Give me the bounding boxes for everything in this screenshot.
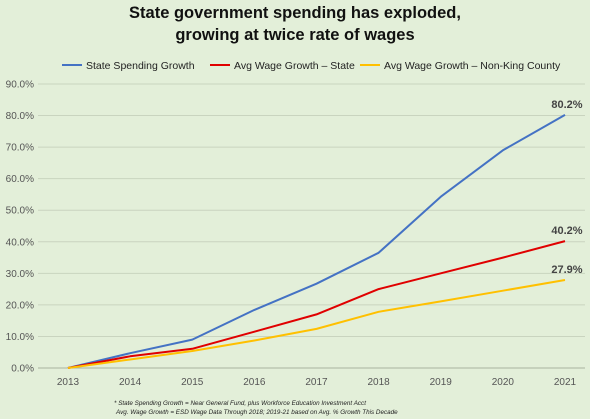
x-tick-label: 2018 (368, 377, 391, 388)
x-tick-label: 2013 (57, 377, 80, 388)
footnote-line-2: Avg. Wage Growth = ESD Wage Data Through… (115, 409, 398, 416)
x-tick-label: 2014 (119, 377, 142, 388)
x-tick-label: 2017 (305, 377, 328, 388)
plot-area: 80.2% 40.2% 27.9% (67, 99, 583, 369)
legend-item-label: State Spending Growth (86, 60, 195, 72)
x-axis: 2013 2014 2015 2016 2017 2018 2019 2020 2021 (57, 377, 577, 388)
y-tick-label: 90.0% (6, 80, 34, 91)
footnote-line-1: * State Spending Growth = Near General F… (114, 400, 366, 407)
x-tick-label: 2016 (243, 377, 266, 388)
x-tick-label: 2019 (430, 377, 453, 388)
series-line (67, 114, 566, 369)
x-tick-label: 2015 (181, 377, 204, 388)
y-tick-label: 50.0% (6, 206, 34, 217)
y-tick-label: 30.0% (6, 269, 34, 280)
y-axis: 0.0% 10.0% 20.0% 30.0% 40.0% 50.0% 60.0% 70.0% 8… (6, 80, 34, 375)
legend: State Spending Growth Avg Wage Growth – S… (62, 60, 561, 72)
x-tick-label: 2020 (492, 377, 515, 388)
y-tick-label: 0.0% (11, 364, 34, 375)
y-tick-label: 10.0% (6, 332, 34, 343)
data-label: 40.2% (551, 225, 582, 237)
y-tick-label: 20.0% (6, 300, 34, 311)
data-label: 27.9% (551, 264, 582, 276)
legend-item-label: Avg Wage Growth – State (234, 60, 355, 72)
chart-title-line-2: growing at twice rate of wages (175, 26, 414, 44)
series-line (67, 279, 566, 369)
chart-title-line-1: State government spending has exploded, (129, 4, 461, 22)
legend-item-label: Avg Wage Growth – Non-King County (384, 60, 561, 72)
y-tick-label: 80.0% (6, 111, 34, 122)
x-tick-label: 2021 (554, 377, 577, 388)
series-line (67, 240, 566, 369)
y-tick-label: 40.0% (6, 237, 34, 248)
data-label: 80.2% (551, 99, 582, 111)
gridlines (38, 83, 585, 369)
y-tick-label: 70.0% (6, 143, 34, 154)
y-tick-label: 60.0% (6, 174, 34, 185)
